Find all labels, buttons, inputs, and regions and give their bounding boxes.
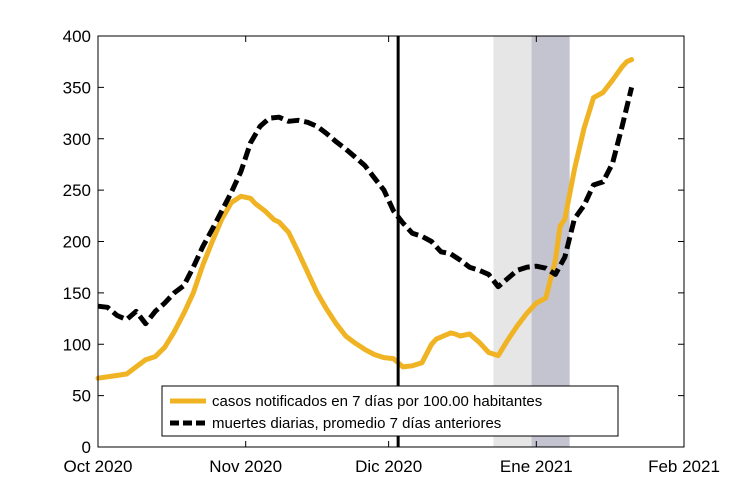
- y-tick-label: 0: [82, 438, 91, 457]
- y-tick-label: 250: [63, 181, 91, 200]
- x-axis: Oct 2020 Nov 2020 Dic 2020 Ene 2021 Feb 2021: [64, 36, 720, 476]
- series-layer: [95, 57, 635, 381]
- y-tick-label: 300: [63, 130, 91, 149]
- y-axis: 0 50 100 150 200 250 300 350 400: [63, 27, 684, 457]
- legend-label-deaths: muertes diarias, promedio 7 días anterio…: [212, 415, 501, 432]
- series-line-deaths: [97, 86, 635, 327]
- series-line-cases: [95, 57, 635, 381]
- y-tick-label: 100: [63, 335, 91, 354]
- y-tick-label: 50: [72, 387, 91, 406]
- y-tick-label: 400: [63, 27, 91, 46]
- legend-label-cases: casos notificados en 7 días por 100.00 h…: [212, 393, 542, 410]
- legend-box: [161, 385, 619, 437]
- shaded-region-1: [493, 36, 532, 447]
- y-tick-label: 350: [63, 78, 91, 97]
- x-tick-label: Nov 2020: [209, 457, 282, 476]
- x-tick-label: Dic 2020: [355, 457, 422, 476]
- shaded-regions: [493, 36, 570, 447]
- x-tick-label: Feb 2021: [648, 457, 720, 476]
- x-tick-label: Oct 2020: [64, 457, 133, 476]
- legend: casos notificados en 7 días por 100.00 h…: [161, 385, 619, 437]
- y-tick-label: 200: [63, 233, 91, 252]
- y-tick-label: 150: [63, 284, 91, 303]
- shaded-region-2: [531, 36, 570, 447]
- x-tick-label: Ene 2021: [500, 457, 573, 476]
